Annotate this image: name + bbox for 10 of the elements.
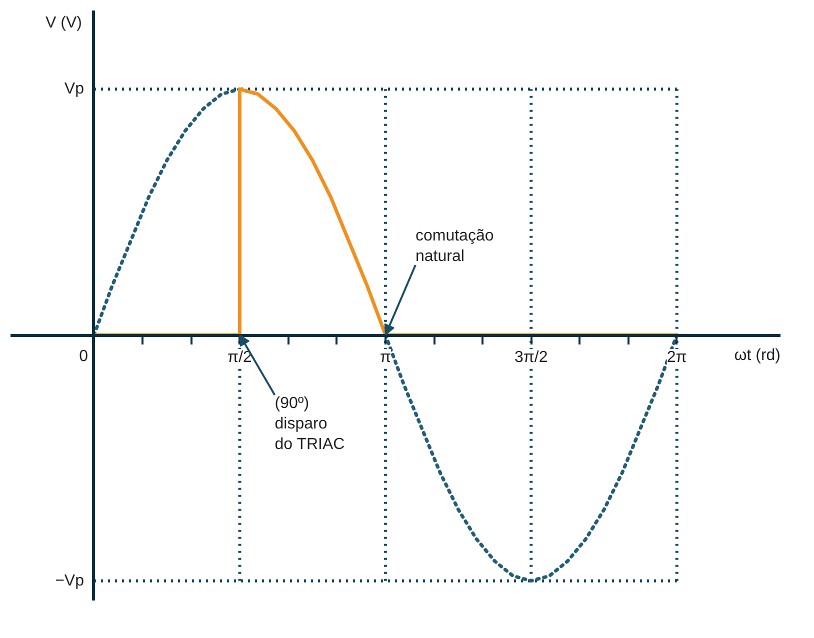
x-tick-label: 2π <box>666 349 687 366</box>
ref-line-label: Vp <box>64 80 84 98</box>
annotation: comutação natural <box>415 228 494 265</box>
x-tick-label: 3π/2 <box>514 349 548 366</box>
x-tick-label: π <box>380 349 392 366</box>
ref-line-label: −Vp <box>55 572 84 590</box>
annotation: (90º) disparo do TRIAC <box>274 395 345 453</box>
x-tick-label: 0 <box>79 348 88 365</box>
x-axis-title: ωt (rd) <box>734 347 780 364</box>
y-axis-title: V (V) <box>46 14 82 32</box>
